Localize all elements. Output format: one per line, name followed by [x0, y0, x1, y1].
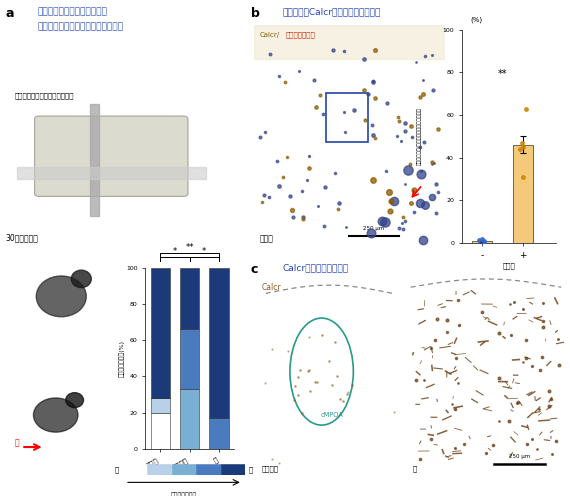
Text: *: * [173, 247, 177, 256]
Text: 低: 低 [115, 466, 119, 473]
Bar [513, 145, 534, 243]
Text: c: c [251, 263, 258, 276]
Text: 未経産雌: 未経産雌 [10, 242, 27, 248]
Text: 高リスク環境下での実験の様子: 高リスク環境下での実験の様子 [15, 92, 74, 99]
Bar [172, 464, 196, 475]
Text: a: a [6, 7, 14, 20]
Text: **: ** [185, 244, 194, 252]
Text: *: * [202, 247, 206, 256]
Bar [209, 418, 229, 449]
Ellipse shape [34, 398, 78, 432]
Text: (%): (%) [470, 17, 482, 23]
Text: 母: 母 [10, 363, 14, 370]
Text: 仔の提示でCalcr発現神経細胞が活性: 仔の提示でCalcr発現神経細胞が活性 [282, 7, 381, 16]
Text: Calcr: Calcr [261, 283, 281, 292]
Bar [123, 464, 147, 475]
Ellipse shape [36, 276, 86, 317]
FancyBboxPatch shape [35, 116, 188, 196]
Text: 仔: 仔 [15, 438, 19, 447]
Bar [472, 241, 492, 243]
Bar [90, 104, 99, 216]
Bar [180, 268, 199, 329]
Bar [150, 398, 170, 413]
Text: Calcrの発現は母で上昇: Calcrの発現は母で上昇 [282, 263, 348, 272]
Text: 仔提示: 仔提示 [259, 235, 273, 244]
Bar [221, 464, 245, 475]
Text: 養育行動スコア: 養育行動スコア [170, 492, 197, 496]
Bar [196, 464, 221, 475]
Bar [150, 413, 170, 449]
Bar [17, 167, 206, 179]
Text: 母: 母 [412, 466, 417, 473]
Bar [254, 25, 445, 59]
Bar [180, 329, 199, 389]
Bar [326, 93, 368, 142]
Text: 活性化マーカー: 活性化マーカー [286, 32, 316, 38]
Bar [180, 389, 199, 449]
Ellipse shape [71, 270, 91, 288]
Bar [147, 464, 172, 475]
Text: 母になると子育て意欲が上昇: 母になると子育て意欲が上昇 [37, 7, 107, 16]
Ellipse shape [66, 393, 83, 408]
Text: 未経産雌: 未経産雌 [261, 466, 278, 473]
Text: Calcr/: Calcr/ [259, 32, 279, 38]
Text: **: ** [498, 69, 507, 79]
Text: 高リスク環境下でも養育行動をする: 高リスク環境下でも養育行動をする [37, 22, 123, 31]
Text: 250 μm: 250 μm [363, 226, 385, 231]
Y-axis label: 各スコアの割合(%): 各スコアの割合(%) [119, 340, 125, 377]
Bar [209, 268, 229, 418]
Text: 250 μm: 250 μm [509, 454, 530, 459]
X-axis label: 仔提示: 仔提示 [502, 262, 515, 269]
Bar [150, 268, 170, 398]
Text: 30分後の様子: 30分後の様子 [6, 233, 39, 242]
Text: cMPOA: cMPOA [321, 412, 344, 418]
Text: b: b [251, 7, 260, 20]
Text: 高: 高 [249, 466, 253, 473]
Text: 二重染色細胞/カルシトニン受容体＋細胞: 二重染色細胞/カルシトニン受容体＋細胞 [416, 108, 421, 165]
